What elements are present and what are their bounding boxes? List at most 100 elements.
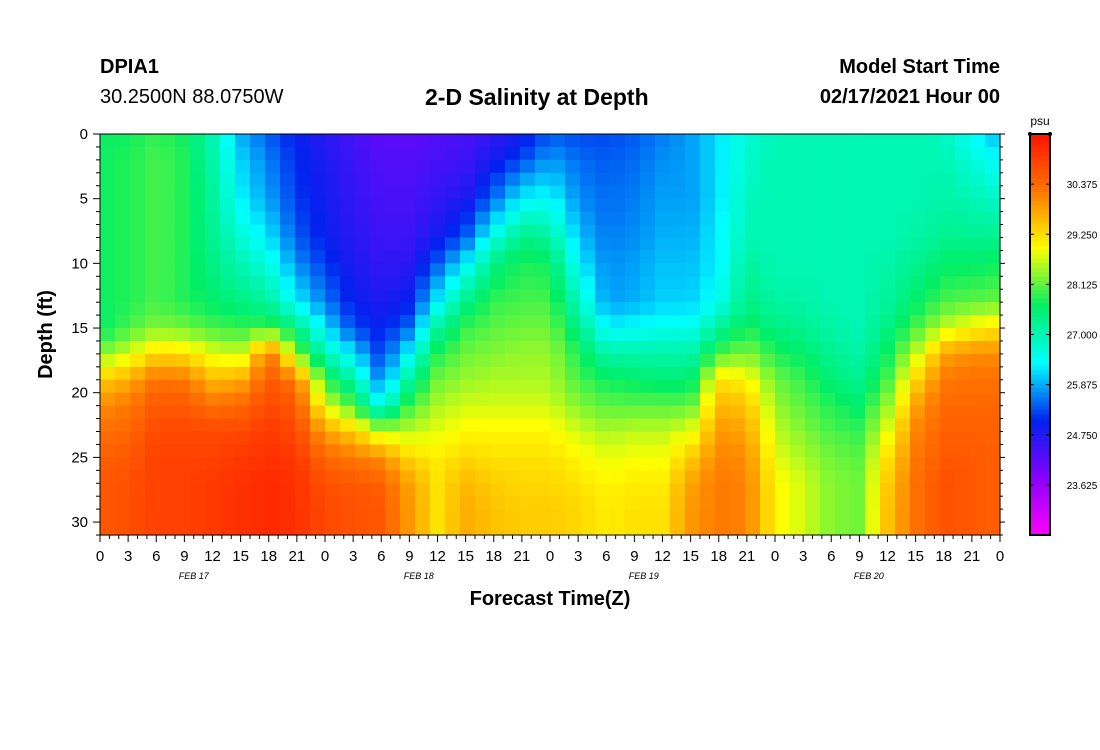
heatmap-cell: [490, 159, 506, 174]
heatmap-cell: [985, 483, 1001, 497]
heatmap-cell: [115, 185, 131, 200]
heatmap-cell: [100, 522, 116, 536]
heatmap-cell: [265, 302, 281, 316]
heatmap-cell: [325, 366, 341, 381]
heatmap-cell: [385, 522, 401, 536]
heatmap-cell: [820, 328, 836, 342]
heatmap-cell: [925, 237, 941, 252]
heatmap-cell: [715, 302, 731, 316]
heatmap-cell: [445, 134, 461, 148]
heatmap-cell: [865, 146, 881, 161]
heatmap-cell: [130, 289, 146, 303]
heatmap-cell: [880, 509, 896, 523]
colorbar-segment: [1030, 223, 1050, 229]
heatmap-cell: [805, 315, 821, 329]
heatmap-cell: [895, 353, 911, 368]
heatmap-cell: [970, 315, 986, 329]
heatmap-cell: [295, 431, 311, 446]
heatmap-cell: [235, 405, 251, 420]
heatmap-cell: [175, 496, 191, 510]
heatmap-cell: [865, 328, 881, 342]
heatmap-cell: [475, 470, 491, 484]
heatmap-cell: [340, 366, 356, 381]
heatmap-cell: [295, 483, 311, 497]
heatmap-cell: [235, 340, 251, 355]
heatmap-cell: [250, 328, 266, 342]
heatmap-cell: [205, 509, 221, 523]
heatmap-cell: [460, 224, 476, 239]
heatmap-cell: [385, 263, 401, 277]
heatmap-cell: [700, 470, 716, 484]
heatmap-cell: [130, 185, 146, 200]
heatmap-cell: [325, 405, 341, 420]
heatmap-cell: [550, 134, 566, 148]
heatmap-cell: [625, 211, 641, 226]
colorbar-segment: [1030, 142, 1050, 148]
heatmap-cell: [805, 198, 821, 213]
heatmap-cell: [940, 185, 956, 200]
heatmap-cell: [325, 263, 341, 277]
heatmap-cell: [940, 250, 956, 264]
heatmap-cell: [280, 250, 296, 264]
heatmap-cell: [160, 237, 176, 252]
heatmap-cell: [895, 289, 911, 303]
heatmap-cell: [400, 379, 416, 394]
heatmap-cell: [250, 134, 266, 148]
heatmap-cell: [625, 392, 641, 407]
heatmap-cell: [280, 185, 296, 200]
heatmap-cell: [295, 263, 311, 277]
x-tick-label: 15: [232, 548, 249, 565]
heatmap-cell: [385, 328, 401, 342]
x-tick-label: 3: [124, 548, 132, 565]
heatmap-cell: [205, 224, 221, 239]
heatmap-cell: [100, 159, 116, 174]
heatmap-cell: [625, 172, 641, 187]
heatmap-cell: [445, 276, 461, 290]
heatmap-cell: [280, 470, 296, 484]
heatmap-cell: [925, 353, 941, 368]
heatmap-cell: [205, 431, 221, 446]
heatmap-cell: [595, 340, 611, 355]
heatmap-cell: [535, 366, 551, 381]
heatmap-cell: [730, 211, 746, 226]
heatmap-cell: [805, 340, 821, 355]
heatmap-cell: [430, 237, 446, 252]
heatmap-cell: [850, 418, 866, 433]
x-tick-label: 6: [827, 548, 835, 565]
heatmap-cell: [625, 431, 641, 446]
heatmap-cell: [130, 172, 146, 187]
heatmap-cell: [640, 405, 656, 420]
colorbar-segment: [1030, 365, 1050, 371]
heatmap-cell: [505, 366, 521, 381]
heatmap-cell: [880, 250, 896, 264]
heatmap-cell: [445, 470, 461, 484]
heatmap-cell: [670, 289, 686, 303]
heatmap-cell: [835, 198, 851, 213]
heatmap-cell: [865, 159, 881, 174]
heatmap-cell: [670, 353, 686, 368]
heatmap-cell: [100, 483, 116, 497]
colorbar-segment: [1030, 445, 1050, 451]
heatmap-cell: [610, 405, 626, 420]
heatmap-cell: [700, 237, 716, 252]
heatmap-cell: [100, 224, 116, 239]
heatmap-cell: [700, 496, 716, 510]
heatmap-cell: [310, 185, 326, 200]
heatmap-cell: [265, 405, 281, 420]
heatmap-cell: [655, 211, 671, 226]
heatmap-cell: [160, 172, 176, 187]
heatmap-cell: [775, 146, 791, 161]
heatmap-cell: [940, 509, 956, 523]
heatmap-cell: [760, 250, 776, 264]
heatmap-cell: [340, 263, 356, 277]
heatmap-cell: [835, 444, 851, 458]
colorbar-segment: [1030, 481, 1050, 487]
heatmap-cell: [145, 457, 161, 471]
heatmap-cell: [850, 224, 866, 239]
heatmap-cell: [340, 444, 356, 458]
heatmap-cell: [460, 276, 476, 290]
heatmap-cell: [625, 379, 641, 394]
heatmap-cell: [610, 418, 626, 433]
heatmap-cell: [955, 483, 971, 497]
y-tick-label: 10: [71, 255, 88, 272]
